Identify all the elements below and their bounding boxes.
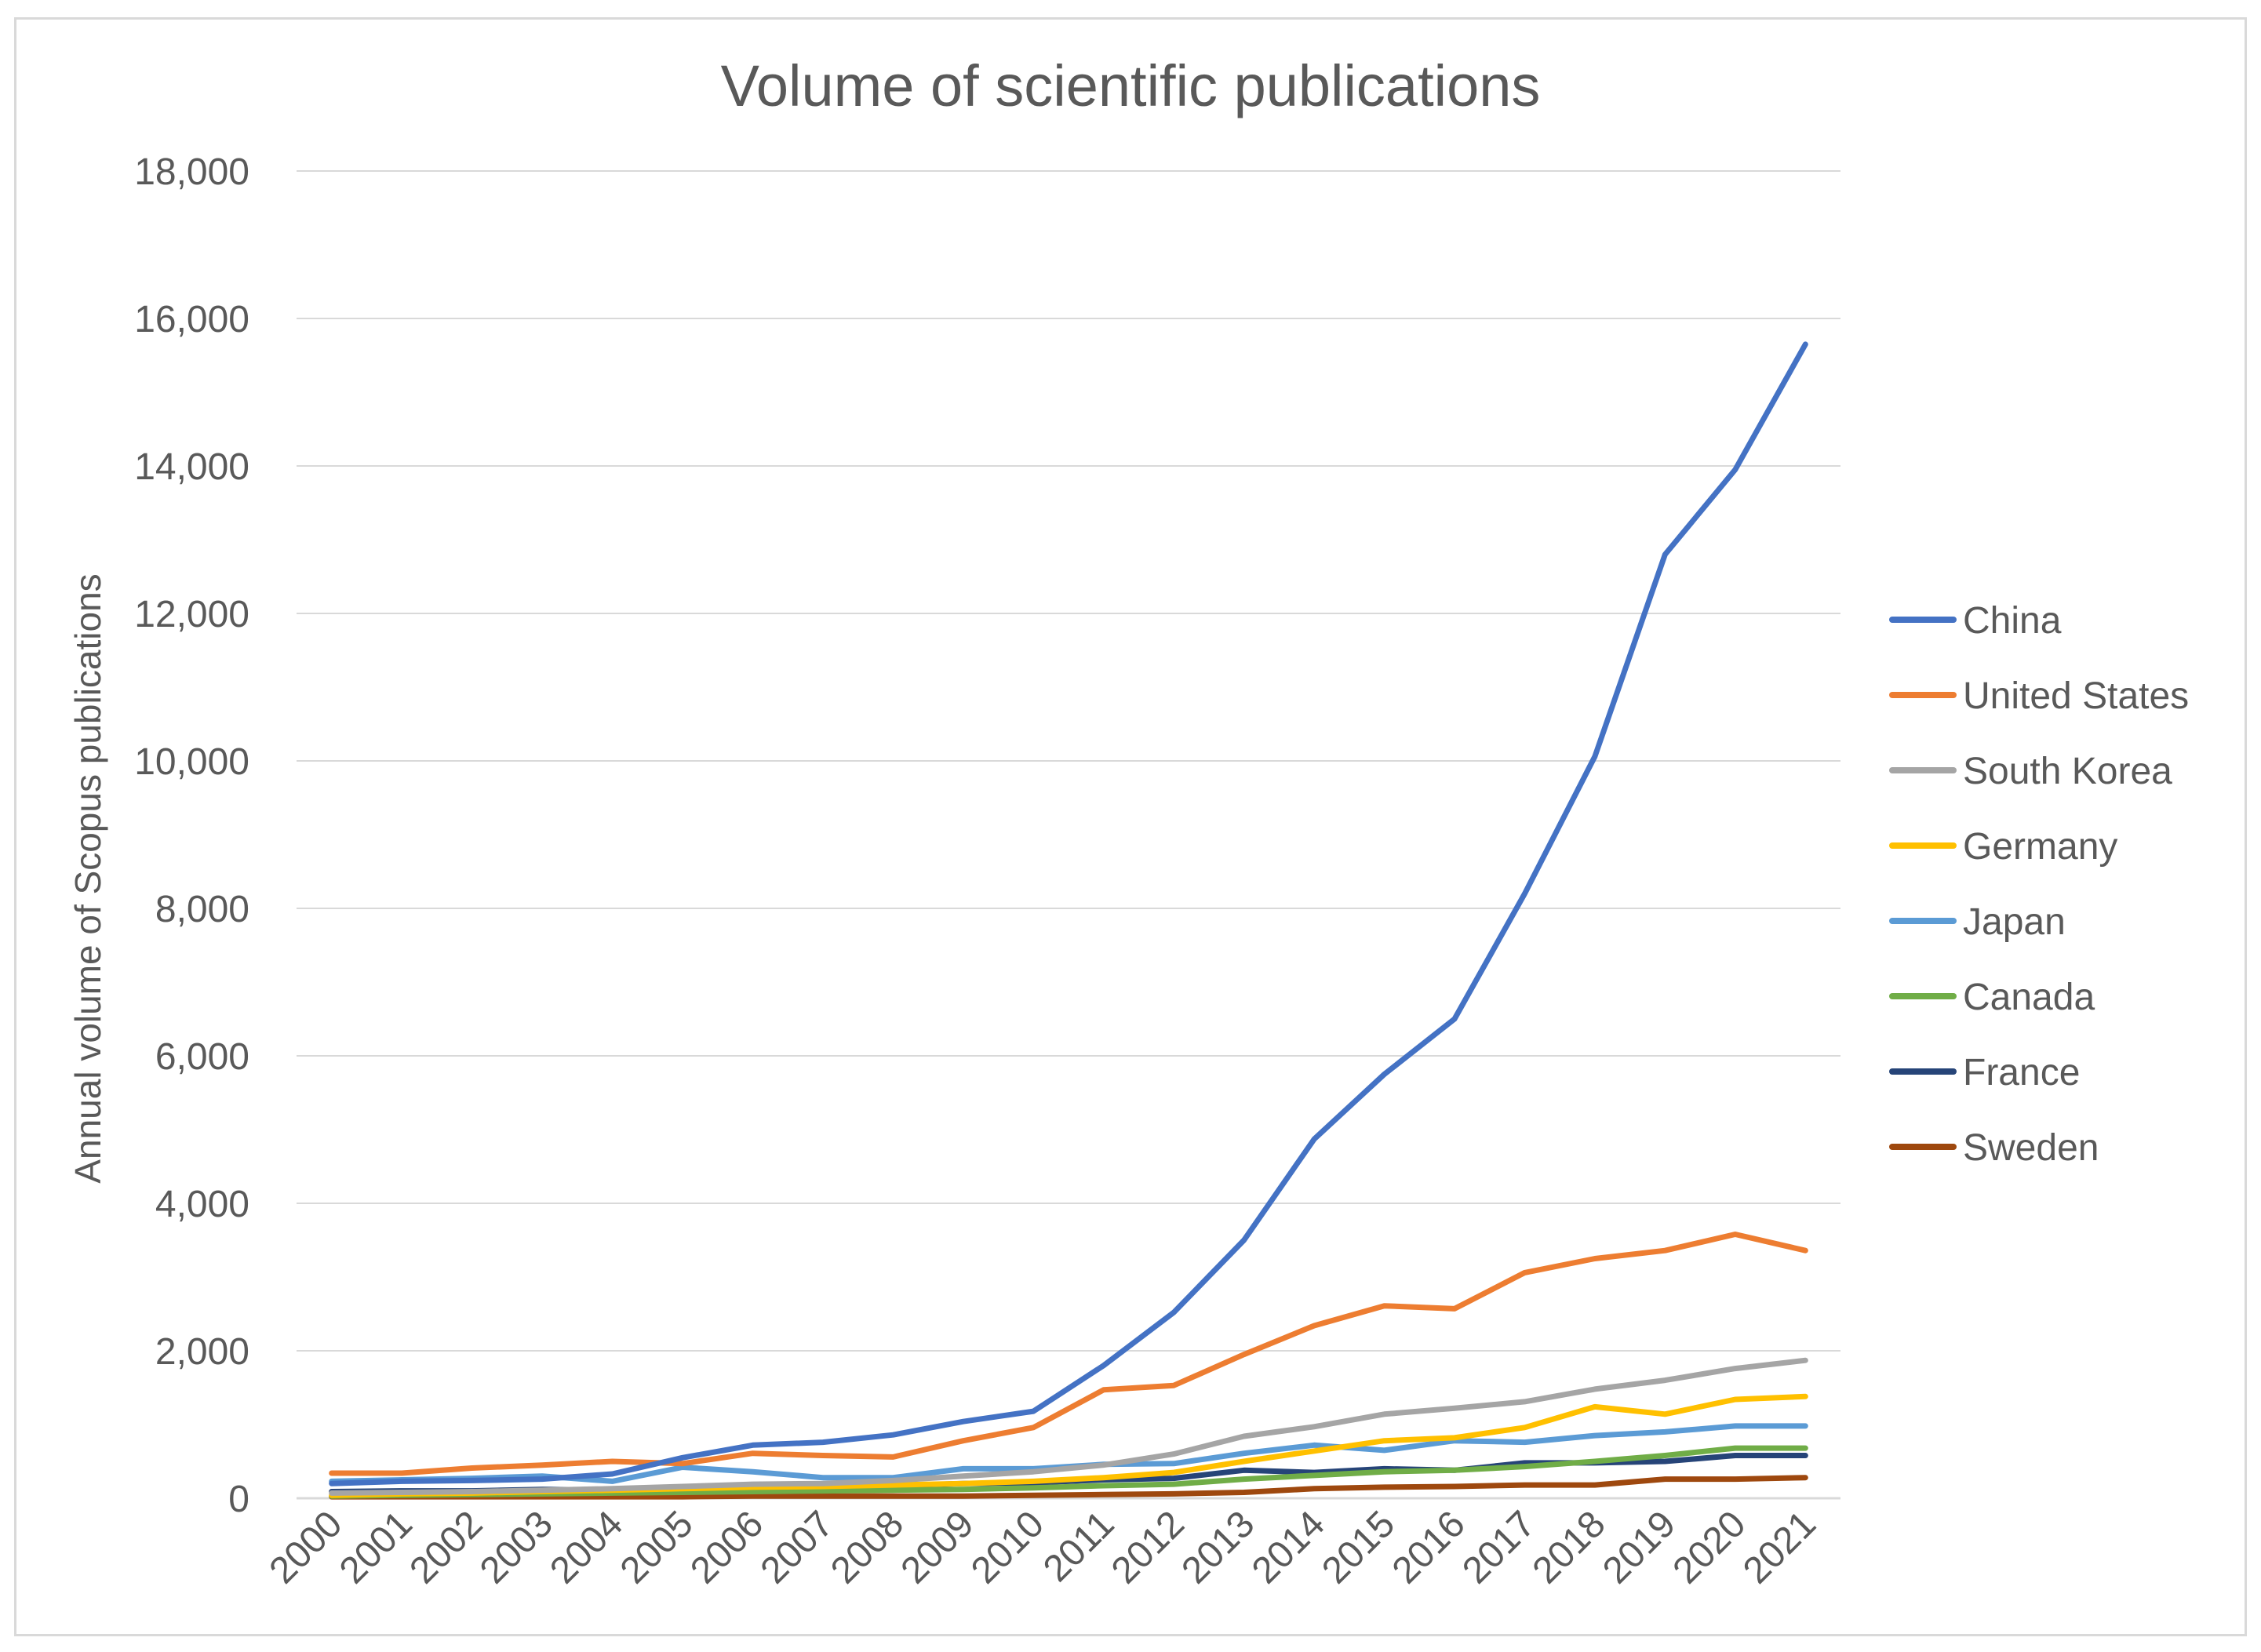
- x-tick-label: 2020: [1666, 1503, 1754, 1592]
- x-tick-label: 2003: [472, 1503, 561, 1592]
- x-tick-label: 2019: [1595, 1503, 1684, 1592]
- legend-label-france: France: [1963, 1052, 2080, 1093]
- y-axis-label: Annual volume of Scopus publications: [67, 573, 108, 1183]
- y-tick-label: 18,000: [134, 151, 249, 193]
- x-tick-label: 2008: [823, 1503, 912, 1592]
- legend-label-sweden: Sweden: [1963, 1127, 2099, 1169]
- x-tick-label: 2000: [262, 1503, 351, 1592]
- x-tick-label: 2016: [1385, 1503, 1473, 1592]
- series-line-japan: [329, 1423, 1808, 1484]
- y-tick-label: 6,000: [155, 1036, 249, 1078]
- x-tick-label: 2021: [1735, 1503, 1824, 1592]
- y-tick-label: 14,000: [134, 446, 249, 488]
- x-tick-label: 2017: [1455, 1503, 1543, 1592]
- legend-label-germany: Germany: [1963, 826, 2117, 868]
- x-tick-label: 2001: [332, 1503, 421, 1592]
- series-line-south-korea: [329, 1357, 1808, 1496]
- series-line-sweden: [329, 1475, 1808, 1500]
- legend-label-china: China: [1963, 600, 2062, 642]
- chart-frame: [14, 17, 2247, 1636]
- x-tick-label: 2018: [1525, 1503, 1614, 1592]
- y-tick-label: 0: [228, 1479, 249, 1520]
- y-tick-label: 16,000: [134, 299, 249, 340]
- y-tick-label: 12,000: [134, 594, 249, 635]
- x-tick-label: 2011: [1036, 1503, 1122, 1589]
- y-tick-label: 8,000: [155, 889, 249, 930]
- series-line-china: [329, 341, 1808, 1486]
- series-line-united-states: [329, 1232, 1808, 1476]
- legend: China United States South Korea Germany Japa…: [1889, 600, 2189, 1169]
- legend-label-south-korea: South Korea: [1963, 751, 2172, 792]
- gridlines: [297, 170, 1840, 1500]
- x-tick-label: 2015: [1314, 1503, 1403, 1592]
- y-tick-label: 10,000: [134, 741, 249, 783]
- x-tick-label: 2004: [542, 1503, 631, 1592]
- legend-label-canada: Canada: [1963, 977, 2095, 1018]
- x-tick-label: 2006: [683, 1503, 771, 1592]
- series-lines: [329, 341, 1808, 1500]
- x-tick-label: 2005: [613, 1503, 701, 1592]
- legend-label-japan: Japan: [1963, 901, 2066, 943]
- y-tick-label: 4,000: [155, 1184, 249, 1225]
- x-tick-label: 2014: [1244, 1503, 1333, 1592]
- x-tick-label: 2012: [1104, 1503, 1192, 1592]
- x-tick-label: 2009: [894, 1503, 982, 1592]
- x-tick-label: 2013: [1174, 1503, 1262, 1592]
- x-tick-labels: 2000200120022003200420052006200720082009…: [262, 1503, 1825, 1592]
- x-tick-label: 2010: [963, 1503, 1052, 1592]
- y-tick-labels: 0 2,000 4,000 6,000 8,000 10,000 12,000 14,000 1…: [134, 151, 249, 1520]
- y-tick-label: 2,000: [155, 1331, 249, 1373]
- x-tick-label: 2007: [753, 1503, 842, 1592]
- legend-label-united-states: United States: [1963, 675, 2189, 717]
- chart-title: Volume of scientific publications: [721, 53, 1541, 118]
- x-tick-label: 2002: [402, 1503, 490, 1592]
